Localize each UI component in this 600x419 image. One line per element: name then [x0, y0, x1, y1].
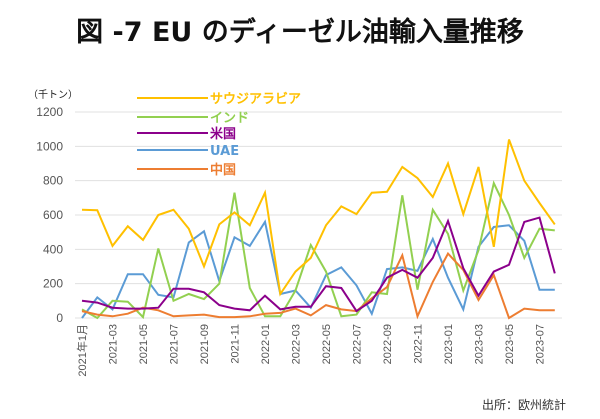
legend-label: UAE: [210, 144, 239, 159]
y-tick-label: 200: [43, 277, 63, 291]
x-tick-label: 2022-09: [382, 324, 394, 364]
legend-label: 米国: [210, 126, 236, 142]
y-tick-label: 400: [43, 242, 63, 256]
legend-label: インド: [210, 111, 249, 126]
x-tick-label: 2022-07: [352, 324, 364, 364]
series-line-1: [81, 180, 555, 320]
series-line-2: [81, 216, 556, 313]
y-tick-label: 1200: [36, 105, 63, 119]
x-tick-label: 2023-01: [443, 324, 455, 364]
x-tick-label: 2021-07: [169, 324, 181, 364]
x-tick-label: 2022-01: [260, 324, 272, 364]
source-note: 出所：欧州統計: [482, 398, 567, 412]
x-tick-label: 2021-05: [138, 324, 150, 364]
x-tick-label: 2021-09: [199, 324, 211, 364]
x-tick-label: 2021-03: [108, 324, 120, 364]
chart-title: 図 -7 EU のディーゼル油輸入量推移: [76, 17, 524, 48]
y-tick-label: 0: [56, 311, 63, 325]
y-tick-label: 1000: [36, 139, 63, 153]
series-line-0: [81, 139, 556, 297]
y-tick-label: 600: [43, 208, 63, 222]
x-tick-label: 2023-07: [535, 324, 547, 364]
x-tick-label: 2023-05: [504, 324, 516, 364]
legend-label: 中国: [210, 162, 236, 178]
legend-label: サウジアラビア: [210, 91, 301, 107]
x-tick-label: 2023-03: [474, 324, 486, 364]
series-line-4: [81, 251, 555, 320]
x-tick-label: 2022-11: [413, 324, 425, 364]
x-tick-label: 2022-05: [321, 324, 333, 364]
y-tick-label: 800: [43, 174, 63, 188]
y-axis-unit-label: （千トン）: [28, 90, 78, 101]
x-tick-label: 2022-03: [291, 324, 303, 364]
x-tick-label: 2021年1月: [75, 324, 89, 377]
x-tick-label: 2021-11: [230, 324, 242, 364]
